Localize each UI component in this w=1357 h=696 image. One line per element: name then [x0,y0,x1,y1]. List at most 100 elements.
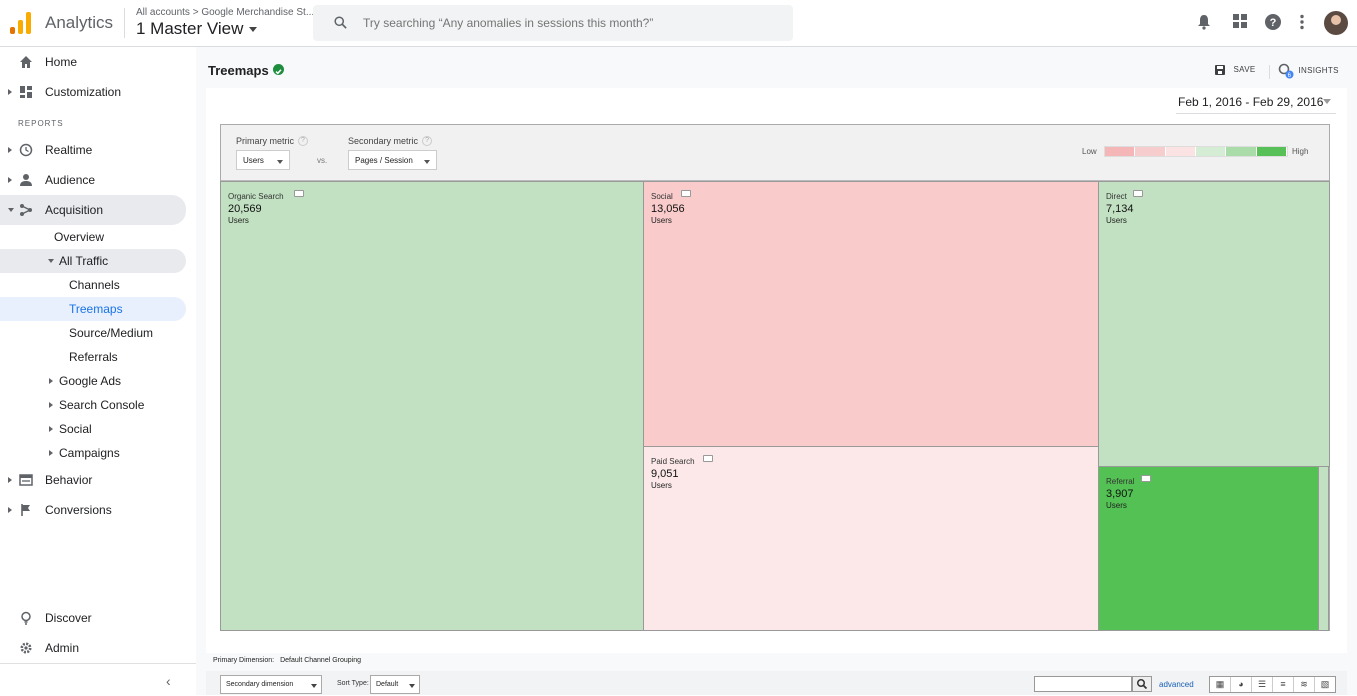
save-button[interactable]: SAVE [1215,65,1255,75]
cell-label: Direct [1106,192,1127,201]
sidebar-item-audience[interactable]: Audience [0,166,186,194]
search-input[interactable] [363,5,783,41]
sidebar-item-admin[interactable]: Admin [0,634,186,662]
home-icon [20,56,32,68]
treemap-cell-social[interactable]: Social 13,056 Users [643,181,1099,447]
sidebar-item-realtime[interactable]: Realtime [0,136,186,164]
insights-icon: 6 [1278,63,1294,79]
sidebar-item-label: Acquisition [45,203,104,217]
view-name: 1 Master View [136,19,244,38]
account-breadcrumb[interactable]: All accounts > Google Merchandise St... [136,7,315,18]
sidebar-item-label: Campaigns [59,446,120,460]
person-icon [20,174,32,186]
table-filter-input[interactable] [1034,676,1132,692]
collapse-sidebar-icon[interactable]: ‹ [166,673,171,689]
sidebar-item-label: Customization [45,85,122,99]
annotation-icon[interactable] [681,190,691,197]
primary-metric-label: Primary metric? [236,136,308,146]
sidebar-item-label: Source/Medium [69,326,154,340]
view-selector[interactable]: 1 Master View [136,19,258,39]
annotation-icon[interactable] [294,190,304,197]
legend-swatch [1105,147,1136,156]
chevron-down-icon [424,160,430,164]
save-icon [1215,65,1225,75]
notifications-bell-icon[interactable] [1197,14,1211,30]
sidebar-item-customization[interactable]: Customization [0,78,186,106]
sidebar-item-behavior[interactable]: Behavior [0,466,186,494]
gear-icon [20,642,32,654]
avatar[interactable] [1324,11,1348,35]
sidebar-item-campaigns[interactable]: Campaigns [0,439,186,467]
sidebar-item-referrals[interactable]: Referrals [0,343,186,371]
sidebar-item-label: Channels [69,278,120,292]
table-search-button[interactable] [1132,676,1152,692]
treemap-cell-referral[interactable]: Referral 3,907 Users [1098,466,1319,631]
sidebar-item-label: Admin [45,641,80,655]
sidebar-item-acquisition[interactable]: Acquisition [0,195,186,225]
apps-grid-icon[interactable] [1233,14,1247,28]
cell-unit: Users [651,481,672,490]
legend-swatch [1226,147,1257,156]
chevron-right-icon [8,507,12,513]
table-view-icon[interactable]: ▦ [1210,677,1231,692]
analytics-logo-icon[interactable] [10,12,32,34]
help-icon[interactable]: ? [298,136,308,146]
primary-dimension-label: Primary Dimension: [213,657,275,664]
chevron-down-icon[interactable] [1323,99,1331,104]
chevron-right-icon [8,477,12,483]
advanced-link[interactable]: advanced [1159,680,1194,689]
chevron-down-icon [249,27,258,33]
sidebar-item-discover[interactable]: Discover [0,604,186,632]
annotation-icon[interactable] [703,455,713,462]
help-icon[interactable]: ? [1265,14,1281,30]
pivot-view-icon[interactable]: ▧ [1320,679,1330,689]
vs-label: vs. [317,156,328,165]
sidebar-item-overview[interactable]: Overview [0,223,186,251]
performance-view-icon[interactable]: ☰ [1252,677,1273,692]
search-box[interactable] [313,5,793,41]
annotation-icon[interactable] [1141,475,1151,482]
comparison-view-icon[interactable]: ≡ [1273,677,1294,692]
sidebar-item-label: All Traffic [59,254,109,268]
chevron-down-icon [48,259,54,263]
sidebar-item-treemaps[interactable]: Treemaps [0,297,186,321]
treemap-cell-direct[interactable]: Direct 7,134 Users [1098,181,1330,467]
divider [1269,65,1270,79]
app-title[interactable]: Analytics [45,13,114,32]
more-vert-icon[interactable] [1299,14,1305,30]
help-icon[interactable]: ? [422,136,433,146]
treemap: Primary metric? Users vs. Secondary metr… [220,124,1330,631]
sidebar-item-label: Treemaps [69,302,123,316]
sidebar-item-home[interactable]: Home [0,48,186,76]
sidebar-item-search-console[interactable]: Search Console [0,391,186,419]
secondary-metric-dropdown[interactable]: Pages / Session [348,150,437,170]
sidebar-item-label: Home [45,55,78,69]
sidebar-item-google-ads[interactable]: Google Ads [0,367,186,395]
sidebar-item-label: Social [59,422,92,436]
insights-button[interactable]: 6 INSIGHTS [1278,63,1339,79]
sidebar-item-channels[interactable]: Channels [0,271,186,299]
treemap-cell-paid-search[interactable]: Paid Search 9,051 Users [643,446,1099,631]
secondary-dimension-dropdown[interactable]: Secondary dimension [220,675,322,694]
save-label: SAVE [1233,65,1256,75]
primary-metric-dropdown[interactable]: Users [236,150,290,170]
svg-text:6: 6 [1288,73,1292,79]
pie-view-icon[interactable]: ◕ [1231,677,1252,692]
date-range-selector[interactable]: Feb 1, 2016 - Feb 29, 2016 [1178,95,1324,109]
treemap-cell-organic-search[interactable]: Organic Search 20,569 Users [220,181,644,631]
acquisition-icon [20,204,32,216]
primary-dimension-value[interactable]: Default Channel Grouping [280,657,362,664]
sidebar-item-all-traffic[interactable]: All Traffic [0,249,186,273]
behavior-icon [19,474,33,486]
annotation-icon[interactable] [1133,190,1143,197]
secondary-metric-value: Pages / Session [355,156,413,165]
sidebar-item-conversions[interactable]: Conversions [0,496,186,524]
sidebar-item-social[interactable]: Social [0,415,186,443]
divider [124,8,125,38]
sort-type-dropdown[interactable]: Default [370,675,420,694]
sidebar-item-label: Audience [45,173,96,187]
sidebar-item-source-medium[interactable]: Source/Medium [0,319,186,347]
secondary-dimension-label: Secondary dimension [226,681,294,688]
treemap-cell-small[interactable] [1318,466,1329,631]
term-cloud-view-icon[interactable]: ≋ [1294,677,1315,692]
